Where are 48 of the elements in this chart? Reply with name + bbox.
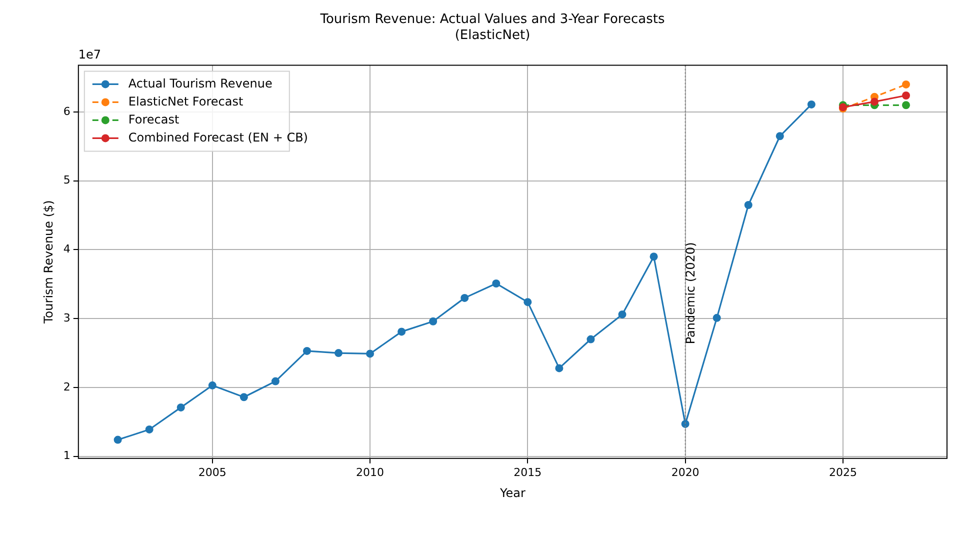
point <box>524 298 532 306</box>
point <box>681 420 690 428</box>
point <box>744 200 752 209</box>
text: 1e7 <box>78 47 102 62</box>
x-axis-title: Year <box>498 486 526 500</box>
point <box>145 425 154 434</box>
point <box>302 346 311 355</box>
point <box>870 98 878 106</box>
legend-label: Actual Tourism Revenue <box>128 76 272 90</box>
point <box>114 436 122 444</box>
point <box>902 101 910 110</box>
point <box>240 393 248 402</box>
point <box>807 100 816 108</box>
x-tick-label: 2020 <box>671 466 700 479</box>
point <box>902 92 910 100</box>
point <box>460 294 469 302</box>
point <box>176 403 185 412</box>
y-axis-title: Tourism Revenue ($) <box>41 200 56 324</box>
point <box>429 317 438 326</box>
ref-line-label: Pandemic (2020) <box>683 242 698 344</box>
x-tick-label: 2025 <box>828 466 857 479</box>
point <box>208 381 216 390</box>
point <box>555 364 564 372</box>
point <box>586 335 595 344</box>
point <box>902 80 910 88</box>
point <box>776 132 784 140</box>
text: Tourism Revenue: Actual Values and 3-Year Forecasts <box>320 12 665 28</box>
point <box>271 377 280 386</box>
point <box>492 279 500 288</box>
legend-label: Combined Forecast (EN + CB) <box>128 130 308 144</box>
x-tick-label: 2005 <box>198 466 226 479</box>
point <box>712 314 721 322</box>
legend-label: Forecast <box>128 112 180 126</box>
text: (ElasticNet) <box>454 28 530 43</box>
point <box>366 350 374 358</box>
y-tick-label: 5 <box>63 174 70 187</box>
point <box>650 252 658 261</box>
point <box>618 310 626 318</box>
y-tick-label: 2 <box>63 380 70 394</box>
y-tick-label: 1 <box>63 449 70 462</box>
legend-label: ElasticNet Forecast <box>128 94 244 108</box>
point <box>334 349 343 358</box>
y-tick-label: 3 <box>63 311 70 324</box>
y-tick-label: 4 <box>63 242 70 256</box>
point <box>398 328 406 336</box>
x-tick-label: 2015 <box>514 466 542 479</box>
x-tick-label: 2010 <box>356 466 384 479</box>
y-tick-label: 6 <box>63 104 70 118</box>
